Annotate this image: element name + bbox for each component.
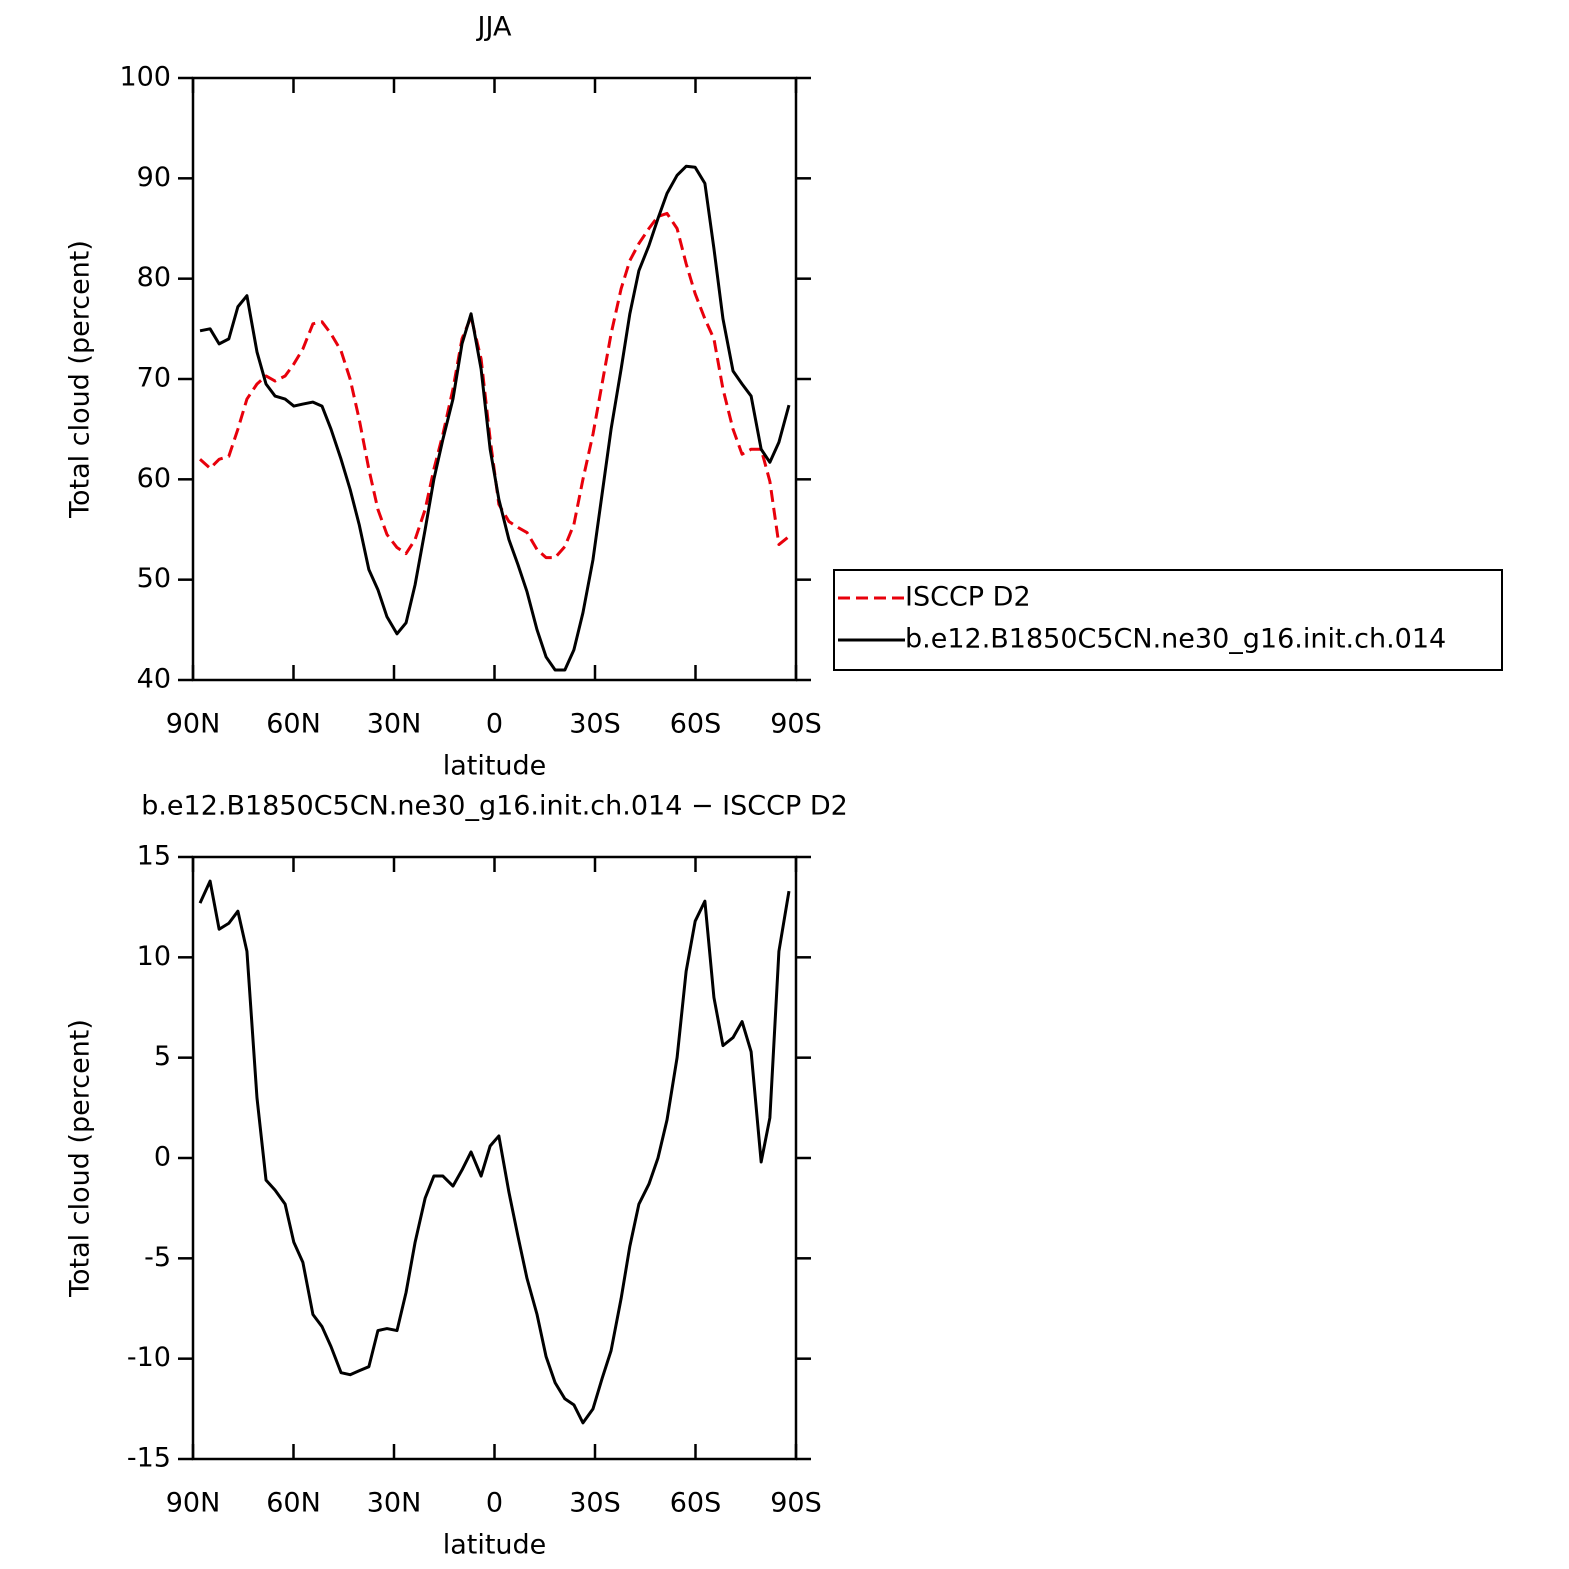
panel: JJA 40 50 60 70 80 90 100 90N 60N 30N 0 30S 60S 90S lat… [65, 12, 1503, 782]
y-tick-label: 50 [137, 563, 171, 594]
y-tick-label: -5 [144, 1242, 171, 1273]
x-tick-label: 60N [266, 1488, 321, 1519]
x-tick-label: 60S [670, 1488, 722, 1519]
x-tick-label: 30N [367, 1488, 422, 1519]
x-tick-label: 0 [486, 709, 503, 740]
x-tick-label: 90N [166, 709, 221, 740]
y-tick-label: 90 [137, 162, 171, 193]
y-tick-label: 100 [119, 62, 171, 93]
y-tick-label: 0 [154, 1142, 171, 1173]
x-axis-label: latitude [443, 1530, 547, 1561]
y-tick-label: 40 [137, 664, 171, 695]
y-tick-label: 60 [137, 463, 171, 494]
x-tick-label: 60N [266, 709, 321, 740]
x-axis-label: latitude [443, 751, 547, 782]
x-tick-label: 30S [569, 709, 621, 740]
x-tick-label: 30S [569, 1488, 621, 1519]
y-tick-label: -10 [127, 1342, 171, 1373]
plot-frame [191, 855, 798, 1461]
x-tick-label: 90N [166, 1488, 221, 1519]
series-line [199, 211, 790, 560]
y-tick-label: 10 [137, 941, 171, 972]
chart-title: b.e12.B1850C5CN.ne30_g16.init.ch.014 − I… [141, 791, 848, 822]
y-tick-label: 5 [154, 1041, 171, 1072]
series-line [199, 164, 791, 672]
x-tick-label: 0 [486, 1488, 503, 1519]
legend-label: b.e12.B1850C5CN.ne30_g16.init.ch.014 [905, 624, 1446, 655]
y-tick-label: 70 [137, 363, 171, 394]
y-tick-label: 15 [137, 841, 171, 872]
legend-box [833, 569, 1503, 671]
y-axis-label: Total cloud (percent) [65, 240, 96, 519]
x-tick-label: 90S [770, 1488, 822, 1519]
legend-label: ISCCP D2 [905, 582, 1031, 613]
y-tick-label: 80 [137, 262, 171, 293]
x-tick-label: 90S [770, 709, 822, 740]
chart-title: JJA [476, 12, 512, 43]
x-tick-label: 30N [367, 709, 422, 740]
plot-frame [191, 76, 798, 682]
y-axis-label: Total cloud (percent) [65, 1019, 96, 1298]
series-line [198, 879, 791, 1425]
x-tick-label: 60S [670, 709, 722, 740]
y-tick-label: -15 [127, 1443, 171, 1474]
panel: b.e12.B1850C5CN.ne30_g16.init.ch.014 − I… [65, 791, 848, 1561]
